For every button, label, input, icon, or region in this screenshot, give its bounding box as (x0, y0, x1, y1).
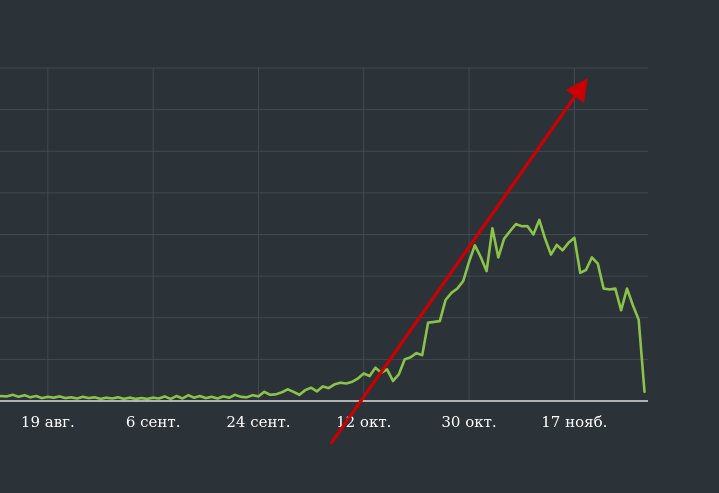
annotations-group (329, 78, 588, 445)
x-tick-label: 19 авг. (21, 413, 75, 431)
x-tick-label: 6 сент. (126, 413, 181, 431)
x-tick-labels: 19 авг. 6 сент. 24 сент. 12 окт. 30 окт. 17 н… (21, 413, 608, 431)
series-group (0, 218, 646, 401)
horizontal-gridlines (0, 67, 648, 360)
x-tick-label: 17 нояб. (541, 413, 607, 431)
vertical-gridlines (47, 68, 575, 401)
series-line-1 (0, 218, 646, 401)
x-tick-label: 24 сент. (226, 413, 290, 431)
x-tick-label: 30 окт. (441, 413, 496, 431)
trend-arrow (329, 78, 588, 445)
